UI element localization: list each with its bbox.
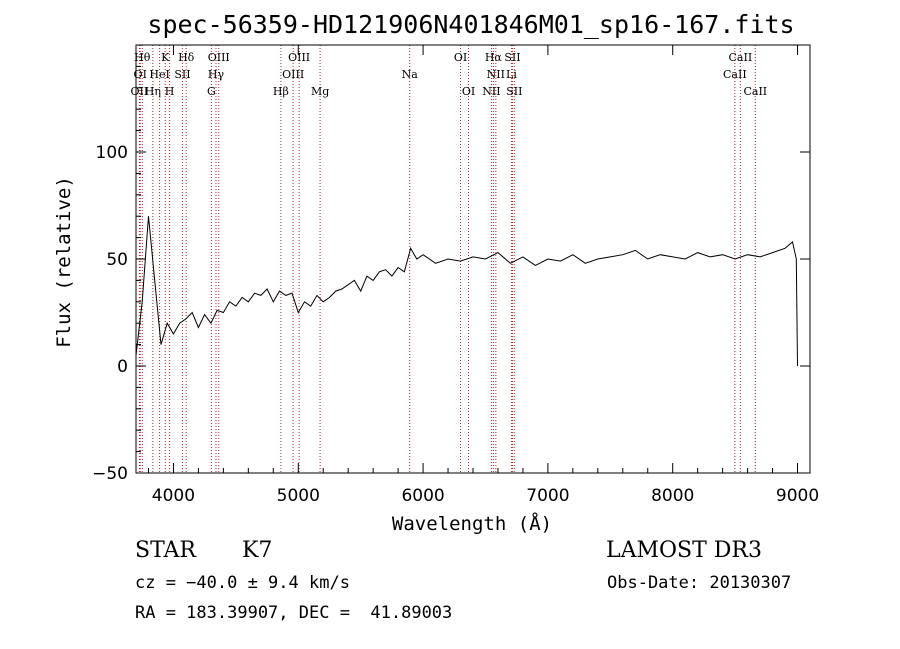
chart-title: spec-56359-HD121906N401846M01_sp16-167.f… [147,10,794,39]
line-label-13: OIII [282,68,304,81]
line-label-22: Li [506,68,517,81]
line-label-25: CaII [723,68,747,81]
y-tick-label-1: 0 [117,357,128,377]
line-label-2: Hθ [134,51,151,64]
line-label-6: H [165,85,175,98]
line-label-15: Mg [311,85,329,98]
x-tick-label-3: 7000 [526,486,569,506]
flux-series [135,216,798,367]
obs-date: Obs-Date: 20130307 [607,573,792,593]
x-tick-label-4: 8000 [651,486,694,506]
line-label-19: NII [482,85,500,98]
line-label-26: CaII [729,51,753,64]
object-subclass: K7 [242,538,273,563]
line-label-12: Hβ [273,85,289,98]
line-label-9: G [207,85,216,98]
line-label-3: Hη [145,85,161,98]
x-axis-label: Wavelength (Å) [392,512,552,535]
line-label-23: SII [504,51,520,64]
line-label-21: NII [487,68,505,81]
redshift-cz: cz = −40.0 ± 9.4 km/s [135,573,350,593]
line-label-1: OI [134,68,147,81]
line-labels: OII OI Hθ Hη HeI K H SII Hδ G Hγ OIII Hβ OIII OIII Mg Na… [131,51,768,98]
line-label-5: K [161,51,170,64]
line-label-18: OI [462,85,475,98]
line-label-16: Na [402,68,419,81]
line-label-0: OII [131,85,149,98]
line-label-20: Hα [485,51,503,64]
line-label-27: CaII [743,85,767,98]
x-axis-ticks: 4000 5000 6000 7000 8000 9000 [147,45,819,506]
line-label-10: Hγ [208,68,225,81]
coordinates: RA = 183.39907, DEC = 41.89003 [135,603,453,623]
line-label-11: OIII [208,51,230,64]
y-axis-label: Flux (relative) [53,176,75,348]
y-tick-label-0: −50 [92,464,128,484]
y-tick-label-2: 50 [106,250,128,270]
x-tick-label-0: 4000 [152,486,195,506]
y-tick-label-3: 100 [96,143,128,163]
x-tick-label-1: 5000 [277,486,320,506]
y-axis-ticks: −50 0 50 100 [92,65,810,484]
survey-name: LAMOST DR3 [606,538,762,563]
line-label-14: OIII [288,51,310,64]
line-label-24: SII [506,85,522,98]
x-tick-label-2: 6000 [401,486,444,506]
line-label-4: HeI [149,68,169,81]
line-label-17: OI [454,51,467,64]
object-class: STAR [135,538,196,563]
line-label-8: Hδ [178,51,195,64]
plot-frame [135,44,811,474]
line-label-7: SII [174,68,190,81]
x-tick-label-5: 9000 [776,486,819,506]
